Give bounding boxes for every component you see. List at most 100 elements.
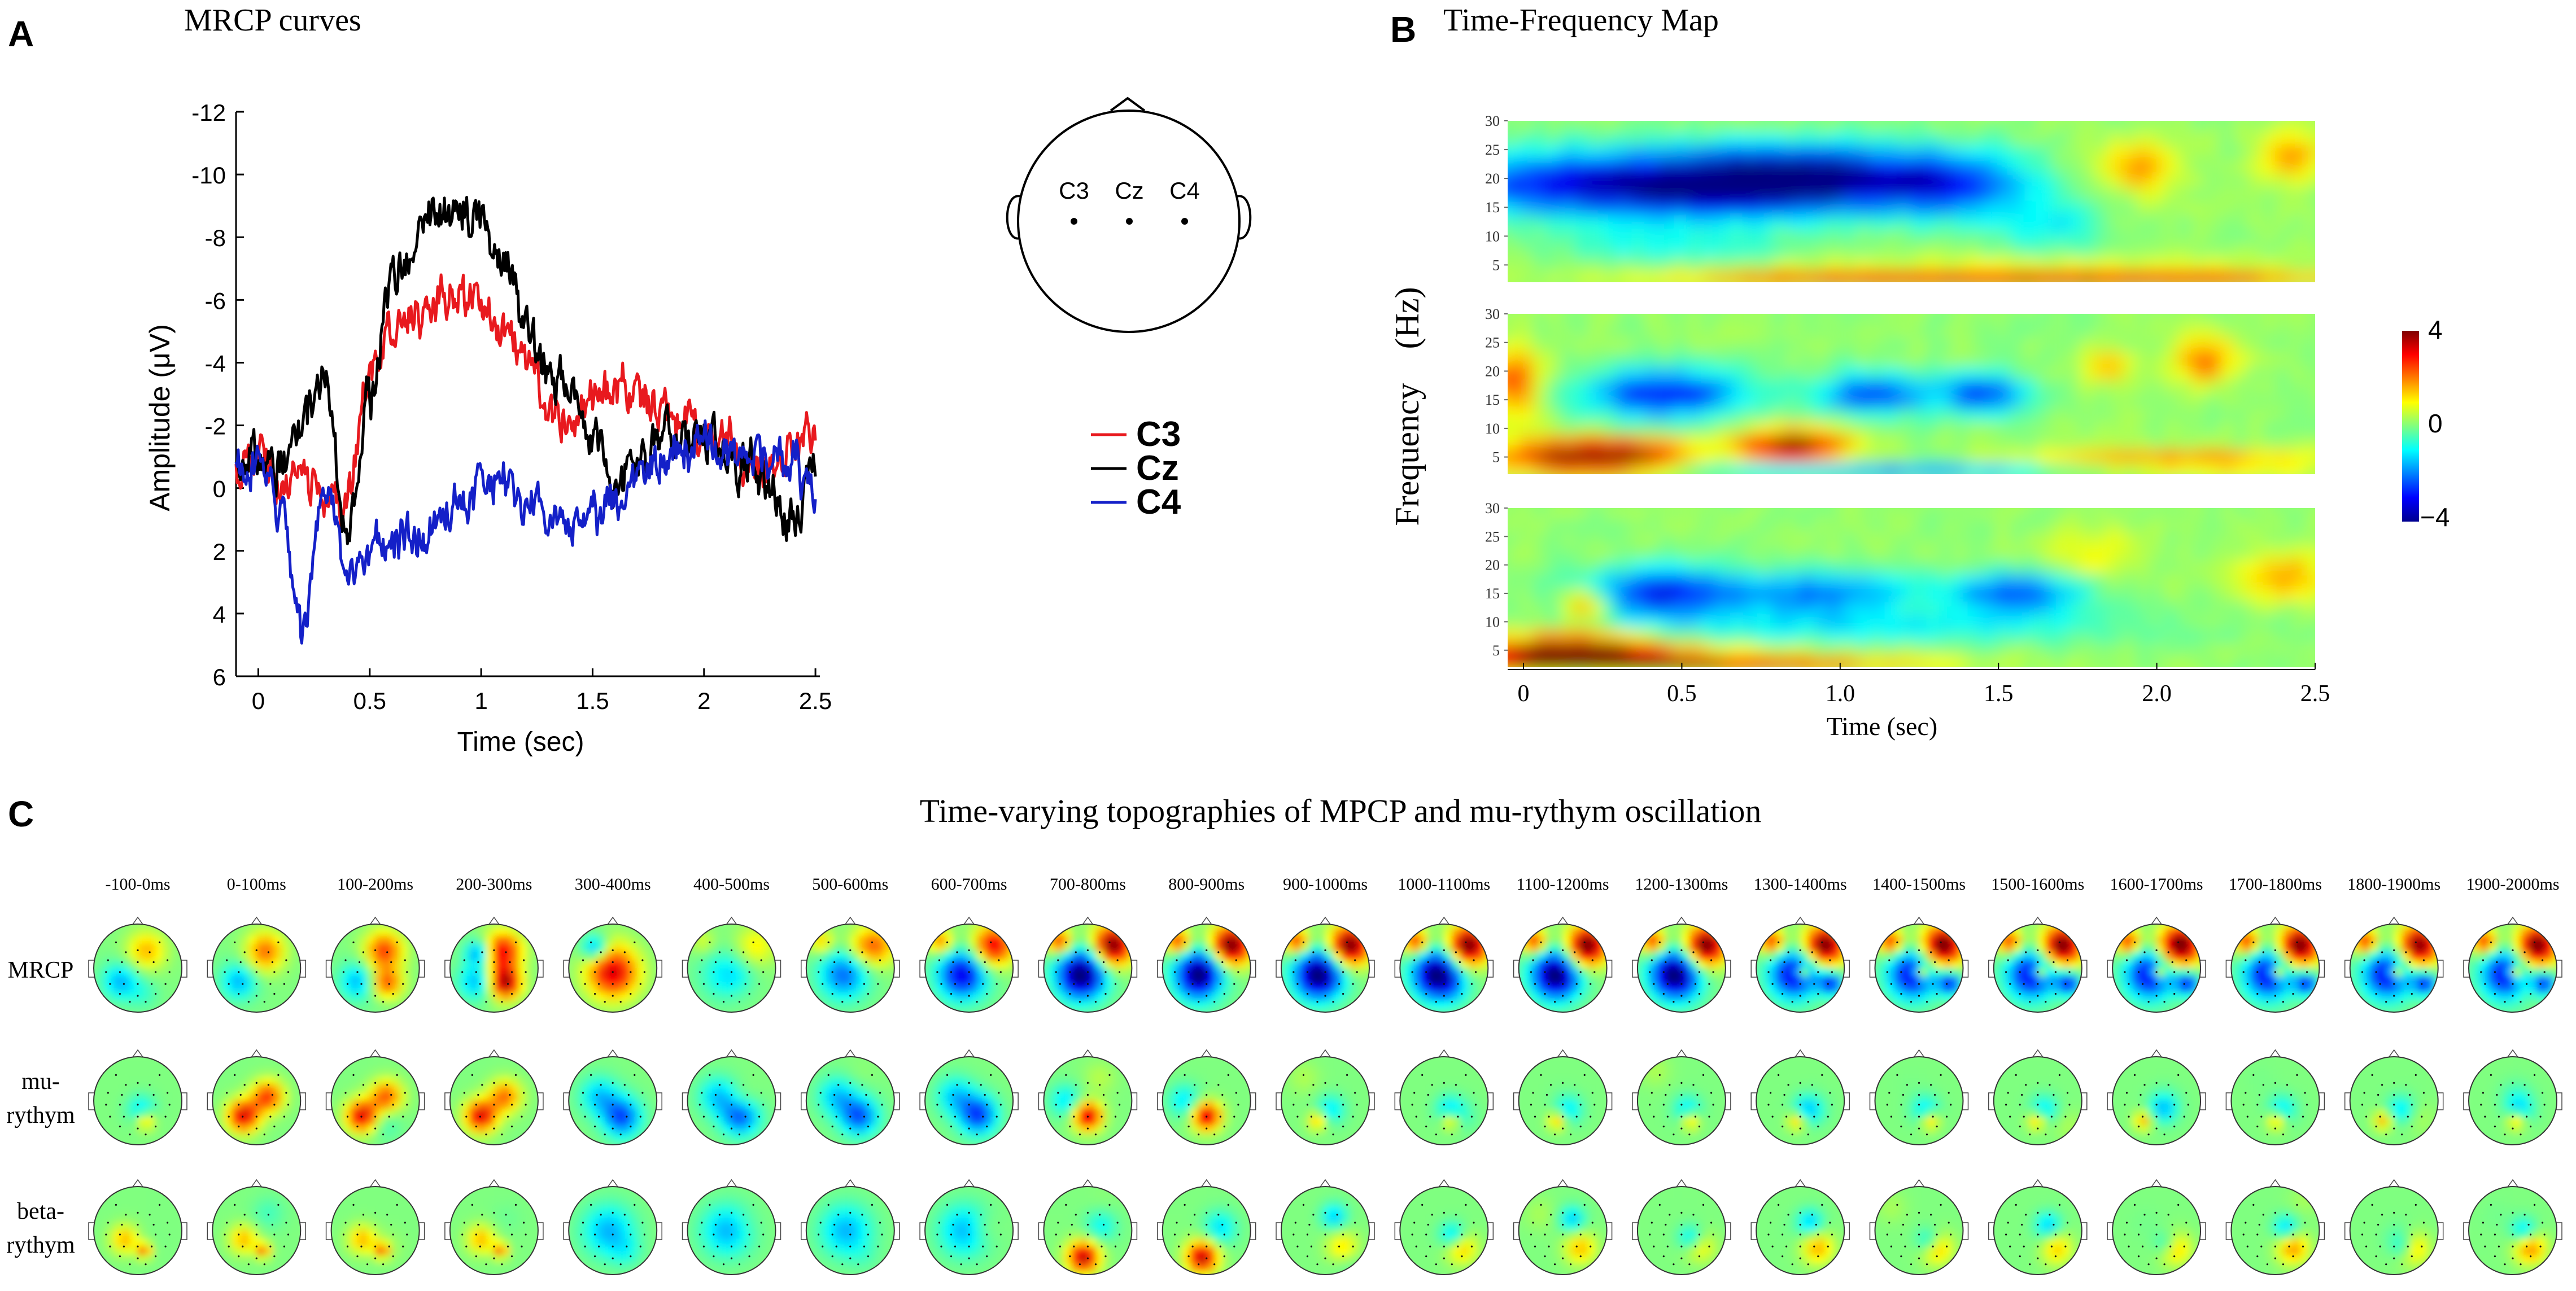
topo-electrode-dot (1785, 983, 1788, 985)
topo-electrode-dot (582, 1092, 584, 1094)
topo-electrode-dot (743, 951, 745, 953)
topo-electrode-dot (1534, 1115, 1536, 1118)
topo-electrode-dot (986, 1255, 988, 1258)
topo-column-label: 800-900ms (1168, 875, 1245, 894)
topo-nose-icon (1556, 916, 1569, 926)
topo-map (563, 1179, 662, 1275)
topo-electrode-dot (2482, 1092, 2484, 1094)
topo-electrode-dot (1306, 1233, 1308, 1236)
topo-electrode-dot (2393, 1093, 2395, 1096)
topo-electrode-dot (267, 1214, 269, 1216)
topo-electrode-dot (2512, 995, 2514, 997)
topo-electrode-dot (152, 1223, 155, 1226)
topo-electrode-dot (1233, 1245, 1235, 1248)
topo-electrode-dot (1578, 1093, 1580, 1096)
topo-electrode-dot (1680, 1082, 1683, 1084)
topo-electrode-dot (867, 1233, 869, 1236)
topo-electrode-dot (1455, 951, 1457, 953)
topo-electrode-dot (1791, 1001, 1793, 1003)
topo-electrode-dot (493, 983, 495, 985)
topo-electrode-dot (879, 1092, 881, 1094)
topo-electrode-dot (713, 1126, 715, 1128)
topo-electrode-dot (2379, 983, 2381, 985)
topo-electrode-dot (1579, 1233, 1582, 1236)
topo-electrode-dot (510, 1233, 513, 1236)
topo-electrode-dot (831, 1255, 833, 1258)
topo-electrode-dot (713, 1255, 715, 1258)
topo-electrode-dot (137, 971, 139, 973)
topo-electrode-dot (2155, 1245, 2158, 1248)
topo-head-outline-icon (449, 1056, 539, 1145)
topo-map (207, 1049, 307, 1145)
topo-electrode-dot (152, 1093, 155, 1096)
topo-electrode-dot (1702, 1204, 1705, 1206)
topo-electrode-dot (1094, 1001, 1097, 1003)
topo-electrode-dot (255, 961, 257, 964)
topo-electrode-dot (1698, 1104, 1701, 1106)
topo-electrode-dot (2371, 1204, 2373, 1206)
topo-electrode-dot (2037, 971, 2039, 973)
topo-electrode-dot (523, 1222, 525, 1224)
topo-electrode-dot (1336, 1084, 1338, 1086)
topo-electrode-dot (475, 993, 477, 995)
topo-nose-icon (2032, 1049, 2044, 1058)
topo-electrode-dot (1443, 971, 1445, 973)
topo-electrode-dot (493, 1223, 495, 1226)
topo-electrode-dot (255, 1127, 257, 1130)
topo-electrode-dot (392, 1255, 394, 1258)
topo-electrode-dot (1934, 1223, 1936, 1226)
topo-electrode-dot (1906, 1214, 1908, 1216)
topo-electrode-dot (109, 983, 111, 985)
topo-electrode-dot (1338, 1245, 1341, 1248)
topo-electrode-dot (107, 1222, 109, 1224)
topo-electrode-dot (115, 941, 117, 943)
topo-electrode-dot (392, 1126, 394, 1128)
topo-electrode-dot (2037, 1223, 2039, 1226)
topo-electrode-dot (996, 1245, 998, 1248)
topo-electrode-dot (1680, 1127, 1683, 1130)
topo-electrode-dot (1223, 1104, 1225, 1106)
topo-electrode-dot (1906, 1084, 1908, 1086)
topo-electrode-dot (879, 959, 881, 961)
topo-electrode-dot (1065, 941, 1067, 943)
topo-electrode-dot (228, 1115, 230, 1118)
topo-electrode-dot (2169, 1245, 2172, 1248)
topo-electrode-dot (1190, 1093, 1192, 1096)
topo-electrode-dot (2274, 995, 2276, 997)
topo-electrode-dot (643, 971, 645, 973)
topo-electrode-dot (243, 1214, 246, 1216)
topo-electrode-dot (857, 1134, 859, 1136)
topo-electrode-dot (1176, 1092, 1178, 1094)
topo-electrode-dot (1306, 993, 1308, 995)
topo-electrode-dot (2539, 1245, 2542, 1248)
topo-electrode-dot (1950, 971, 1952, 973)
topo-electrode-dot (2381, 1214, 2383, 1216)
topo-head-outline-icon (1162, 1186, 1251, 1275)
topo-electrode-dot (1811, 951, 1813, 953)
topo-electrode-dot (145, 1134, 147, 1136)
topo-electrode-dot (1680, 983, 1683, 985)
topo-electrode-dot (986, 993, 988, 995)
topo-electrode-dot (818, 1233, 820, 1236)
topo-electrode-dot (1116, 1092, 1119, 1094)
topo-electrode-dot (730, 1223, 733, 1226)
topo-electrode-dot (1574, 1084, 1576, 1086)
topo-head-outline-icon (2468, 924, 2557, 1013)
tf-ylabel: Frequency (Hz) (1389, 287, 1426, 526)
topo-electrode-dot (1221, 1093, 1224, 1096)
topo-electrode-dot (1324, 1223, 1326, 1226)
topo-electrode-dot (1086, 1082, 1089, 1084)
topo-electrode-dot (730, 1127, 733, 1130)
panel-c-title: Time-varying topographies of MPCP and mu… (920, 793, 1762, 829)
topo-electrode-dot (493, 961, 495, 964)
topo-electrode-dot (396, 1204, 398, 1206)
topo-electrode-dot (1340, 1093, 1342, 1096)
topo-electrode-dot (271, 1223, 273, 1226)
topo-electrode-dot (1821, 1074, 1823, 1076)
topo-electrode-dot (1590, 1115, 1592, 1118)
topo-electrode-dot (1429, 1115, 1431, 1118)
topo-electrode-dot (1649, 1104, 1651, 1106)
topo-electrode-dot (722, 1263, 725, 1266)
topo-electrode-dot (827, 1204, 829, 1206)
topo-electrode-dot (125, 951, 127, 953)
